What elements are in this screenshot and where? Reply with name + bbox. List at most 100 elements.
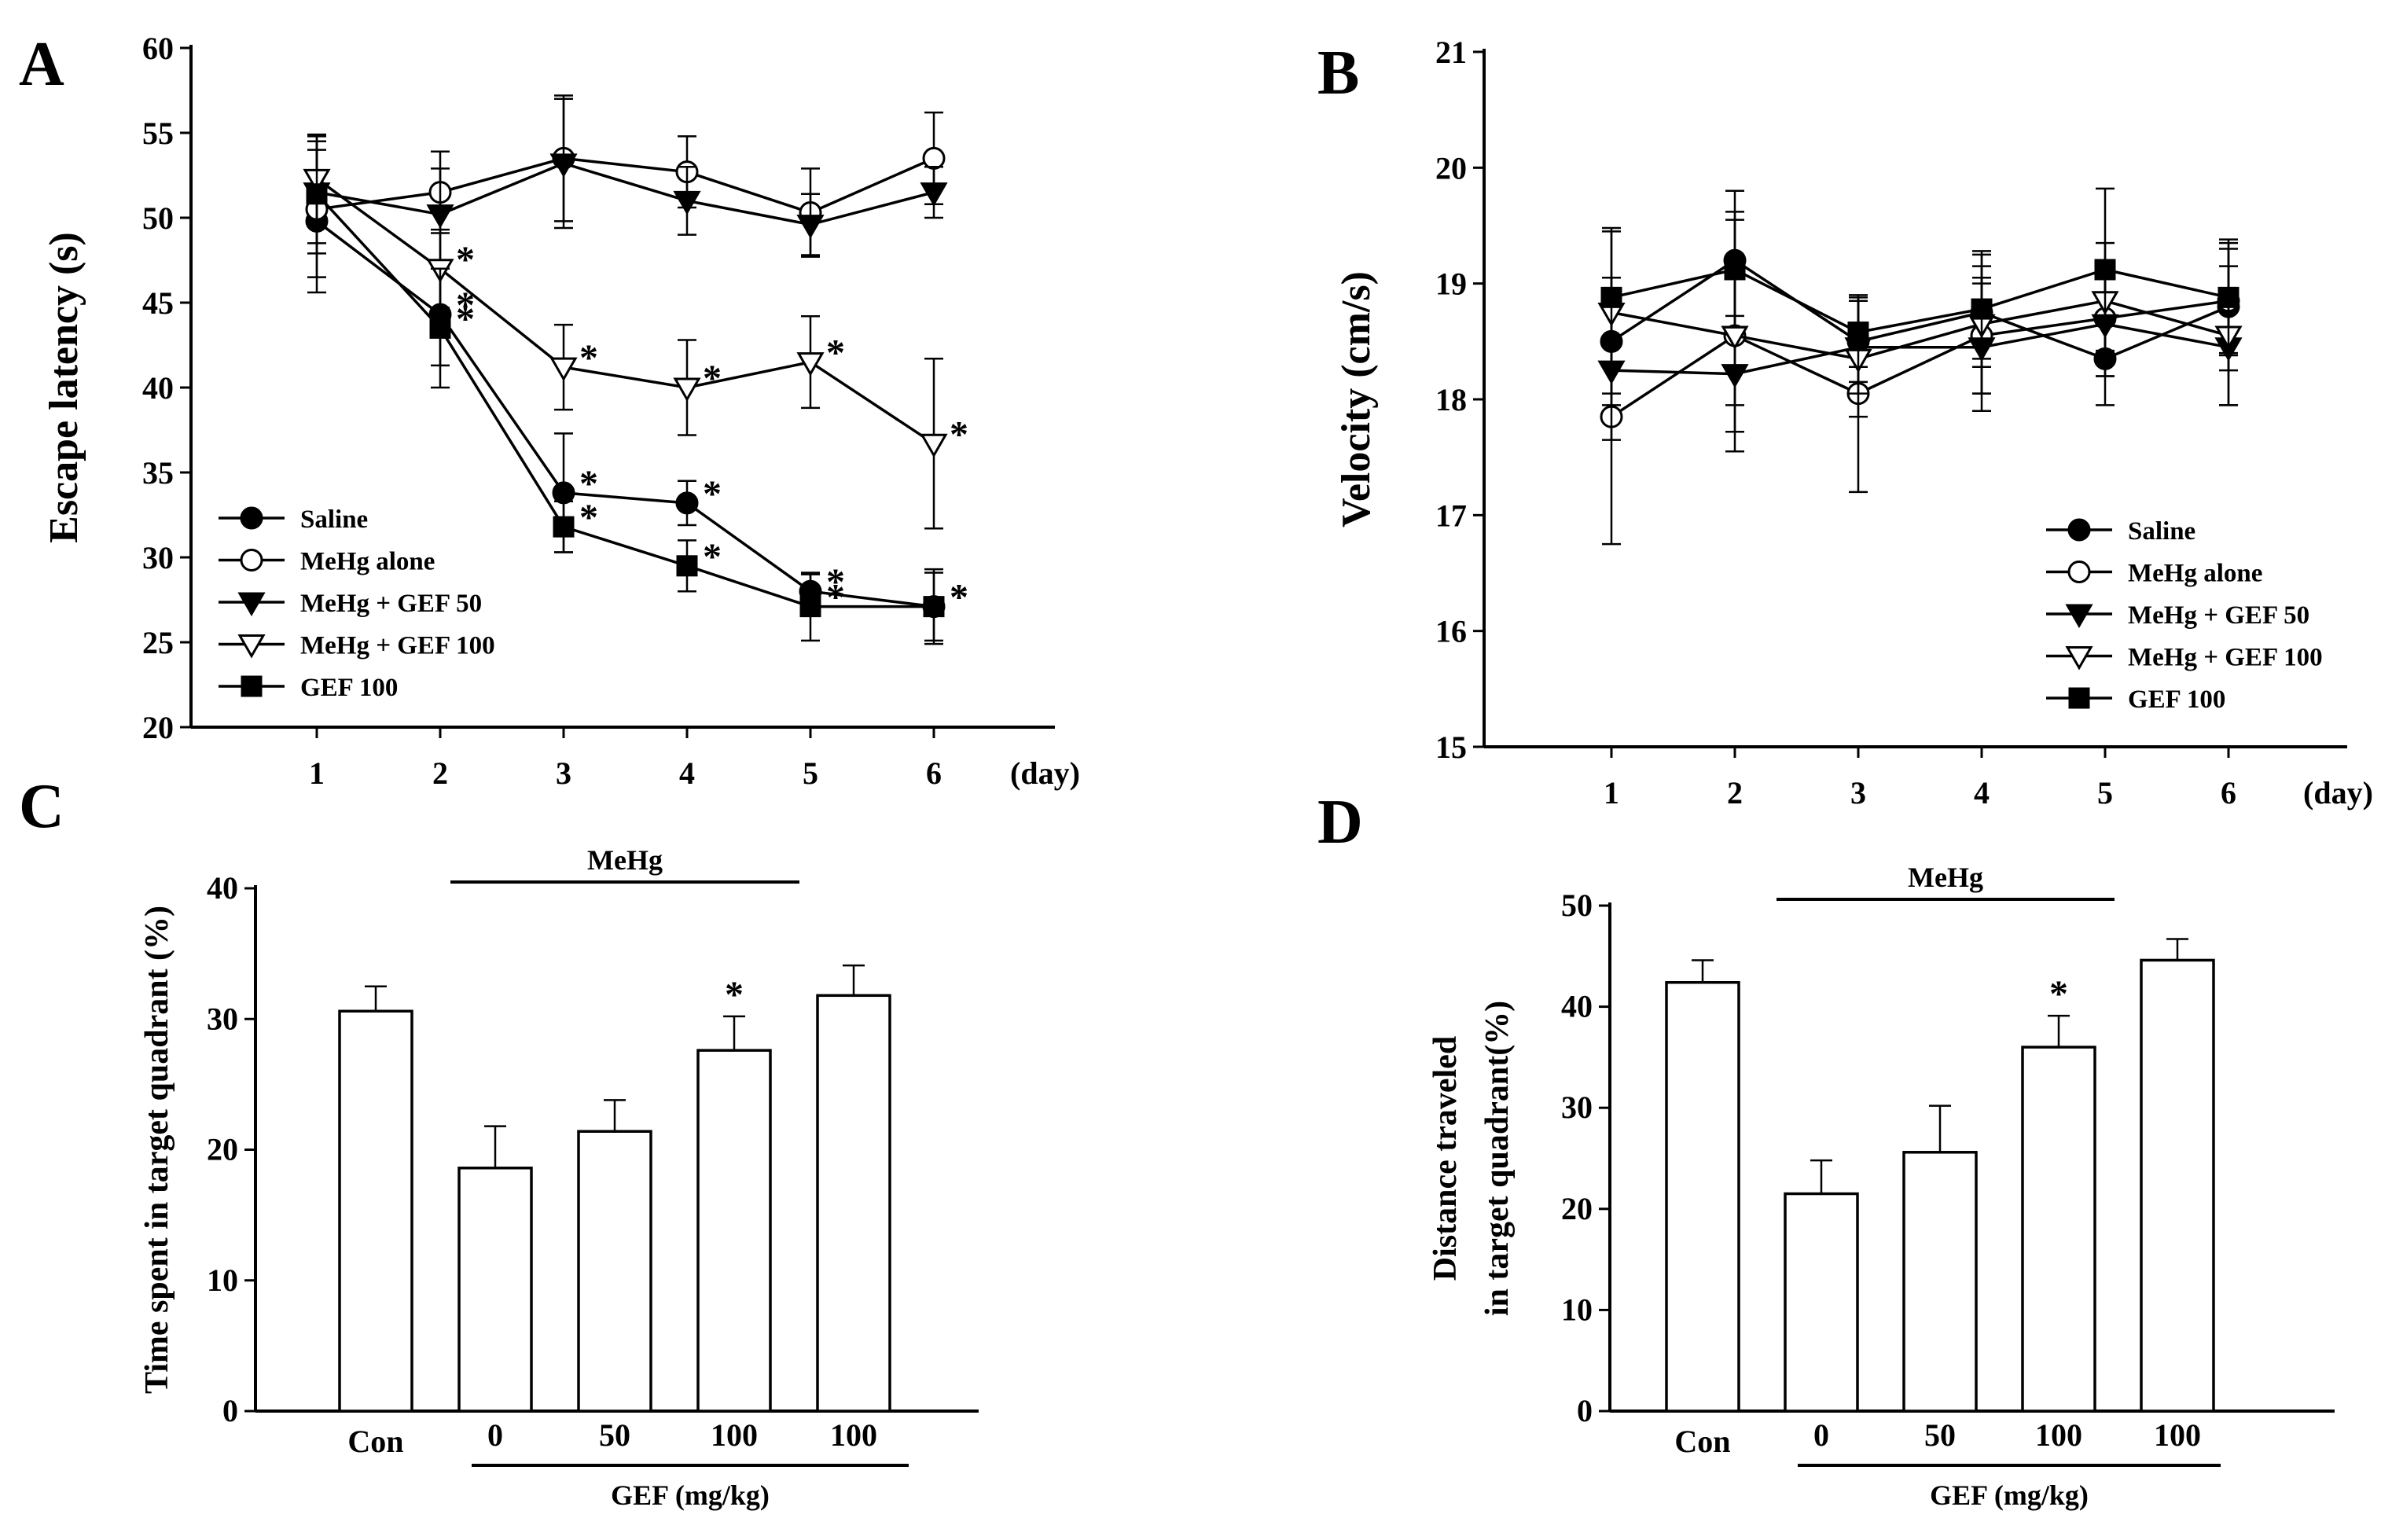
data-point xyxy=(549,153,578,178)
x-tick-label: 1 xyxy=(309,755,325,791)
significance-star: * xyxy=(950,413,968,455)
data-point xyxy=(2094,259,2116,281)
legend-marker xyxy=(2065,604,2093,629)
data-point xyxy=(673,190,701,215)
data-point xyxy=(1971,298,1993,320)
group-label-bottom: GEF (mg/kg) xyxy=(472,1464,909,1511)
x-tick-label: 3 xyxy=(1850,775,1866,810)
bar-group xyxy=(577,1099,652,1413)
y-tick-label: 50 xyxy=(1561,888,1593,923)
legend-marker xyxy=(240,549,263,572)
series-mehg-gef-50 xyxy=(1597,270,2243,441)
series-mehg-gef-50 xyxy=(303,97,948,262)
series-mehg-gef-100: ** *** xyxy=(303,135,968,530)
y-tick-label: 10 xyxy=(207,1263,238,1298)
data-point xyxy=(306,183,328,205)
data-point xyxy=(920,433,948,458)
y-axis-title: Distance traveled xyxy=(1427,1036,1464,1281)
significance-star: * xyxy=(579,337,598,379)
y-axis-title: Time spent in target quadrant (%) xyxy=(139,906,175,1394)
y-tick-label: 25 xyxy=(142,625,174,660)
y-tick-label: 35 xyxy=(142,455,174,491)
bar xyxy=(577,1130,652,1413)
y-axis-title: Escape latency (s) xyxy=(42,232,86,543)
bar-group xyxy=(1902,1104,1978,1413)
panel-letter: D xyxy=(1317,788,1363,857)
series-line xyxy=(316,156,935,215)
bar-group: * xyxy=(696,974,772,1413)
legend-item-gef-100: GEF 100 xyxy=(219,674,398,702)
series-gef-100 xyxy=(1600,187,2239,368)
y-tick-label: 20 xyxy=(207,1132,238,1167)
significance-star: * xyxy=(950,577,968,619)
significance-star: * xyxy=(703,358,722,399)
bar xyxy=(1784,1192,1859,1413)
bar-group xyxy=(816,964,891,1413)
bar xyxy=(696,1049,772,1413)
series-line xyxy=(1611,322,2229,376)
panel-c-bar-chart: C 0 10 20 30 40 Con 0 50 * 100 100 MeHg GEF (mg/kg) Ti… xyxy=(19,772,979,1511)
significance-star: * xyxy=(826,561,845,603)
y-tick-label: 18 xyxy=(1435,382,1467,417)
series-line xyxy=(1611,299,2229,361)
series-gef-100: **** * xyxy=(306,133,968,642)
x-tick-label: 6 xyxy=(2221,775,2236,810)
bar xyxy=(1665,980,1740,1413)
y-tick-label: 19 xyxy=(1435,266,1467,302)
data-point xyxy=(2217,286,2239,308)
data-point xyxy=(920,182,948,207)
data-point xyxy=(675,491,699,515)
y-tick-label: 16 xyxy=(1435,614,1467,649)
x-tick-label: 1 xyxy=(1604,775,1619,810)
y-axis-title: in target quadrant(%) xyxy=(1479,1001,1516,1316)
significance-star: * xyxy=(456,239,475,281)
y-tick-label: 40 xyxy=(142,370,174,406)
legend: Saline MeHg alone MeHg + GEF 50 MeHg + GEF … xyxy=(2046,517,2323,714)
y-tick-label: 55 xyxy=(142,116,174,151)
legend-item-mehg-alone: MeHg alone xyxy=(219,548,435,576)
bar xyxy=(338,1009,413,1413)
significance-star: * xyxy=(703,473,722,515)
y-tick-label: 0 xyxy=(1577,1393,1593,1428)
group-label-top: MeHg xyxy=(450,844,799,884)
legend-label: GEF 100 xyxy=(2128,685,2225,714)
x-category-label: 100 xyxy=(2035,1417,2082,1453)
panel-letter: B xyxy=(1317,39,1359,108)
y-tick-label: 21 xyxy=(1435,35,1467,70)
y-axis-title: Velocity (cm/s) xyxy=(1334,271,1379,527)
data-point xyxy=(922,146,946,170)
data-point xyxy=(553,516,575,538)
legend-item-mehg-alone: MeHg alone xyxy=(2046,560,2262,588)
x-category-label: 50 xyxy=(1924,1417,1956,1453)
x-tick-label: 5 xyxy=(803,755,818,791)
y-tick-label: 50 xyxy=(142,200,174,236)
x-category-label: 0 xyxy=(487,1417,503,1453)
legend-marker xyxy=(241,675,263,697)
significance-star: * xyxy=(579,497,598,538)
group-label: MeHg xyxy=(1908,862,1983,893)
bar xyxy=(816,994,891,1413)
data-point xyxy=(1847,322,1869,344)
legend-marker xyxy=(237,592,266,617)
group-label-bottom: GEF (mg/kg) xyxy=(1798,1464,2221,1511)
bar xyxy=(2021,1046,2096,1413)
bar xyxy=(1902,1151,1978,1413)
y-tick-label: 30 xyxy=(142,540,174,575)
bar-group xyxy=(1784,1159,1859,1413)
x-tick-label: 2 xyxy=(432,755,448,791)
legend-label: MeHg + GEF 50 xyxy=(300,590,482,618)
bar xyxy=(457,1167,533,1413)
y-tick-label: 15 xyxy=(1435,730,1467,765)
y-tick-label: 30 xyxy=(207,1001,238,1036)
significance-star: * xyxy=(2049,973,2068,1015)
y-tick-label: 30 xyxy=(1561,1090,1593,1125)
legend-marker xyxy=(2065,646,2093,671)
x-tick-label: 4 xyxy=(679,755,695,791)
significance-star: * xyxy=(826,333,845,374)
x-tick-label: 6 xyxy=(926,755,942,791)
legend-marker xyxy=(2067,518,2091,542)
significance-star: * xyxy=(579,463,598,505)
significance-star: * xyxy=(456,285,475,326)
